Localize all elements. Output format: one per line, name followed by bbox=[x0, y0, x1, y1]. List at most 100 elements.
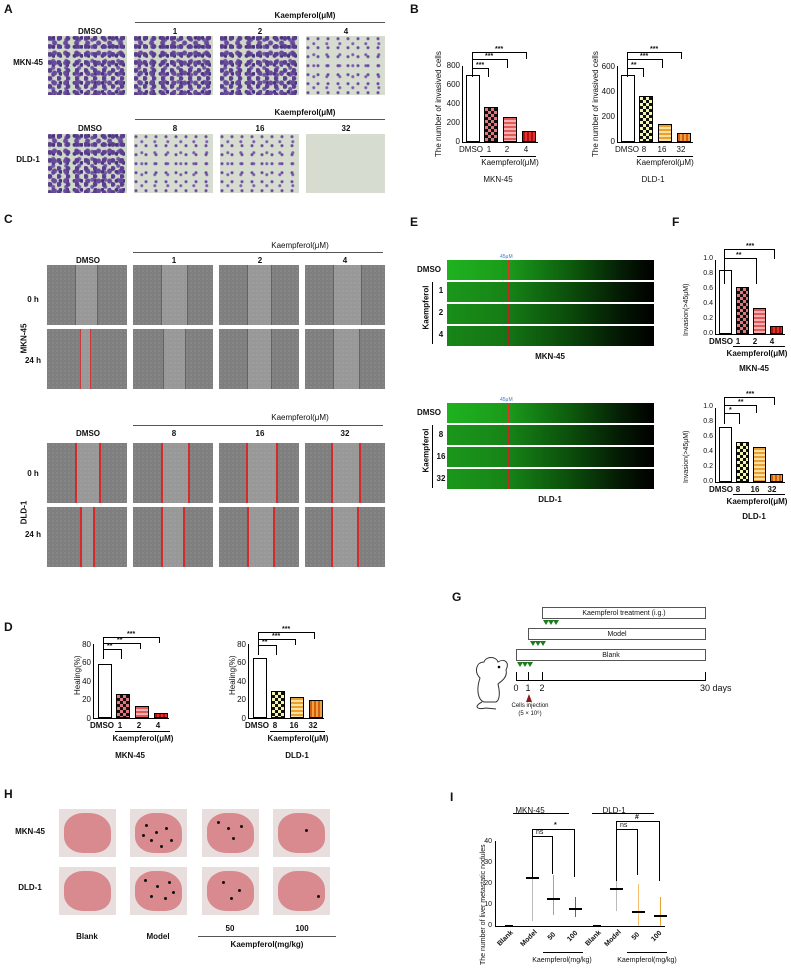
bar bbox=[503, 117, 517, 142]
y-tick: 400 bbox=[601, 87, 615, 96]
c-timepoint: 0 h bbox=[27, 469, 39, 478]
plot-area bbox=[715, 260, 785, 335]
c-timepoint: 24 h bbox=[24, 356, 41, 365]
scratch-image bbox=[133, 329, 213, 389]
e-lane-label: DMSO bbox=[417, 265, 441, 274]
plot-area bbox=[462, 66, 538, 143]
a-row2-bracket bbox=[135, 119, 385, 120]
c-col: 4 bbox=[342, 256, 348, 265]
transwell-image bbox=[220, 36, 299, 95]
panel-label-g: G bbox=[452, 590, 462, 604]
c-row-label-mkn45: MKN-45 bbox=[19, 323, 29, 354]
scratch-image bbox=[47, 507, 127, 567]
y-tick: 400 bbox=[446, 99, 460, 108]
transwell-image bbox=[306, 134, 385, 193]
liver-image bbox=[202, 867, 259, 915]
h-col-label: 100 bbox=[295, 924, 309, 933]
a-row-label-dld1: DLD-1 bbox=[16, 155, 40, 164]
h-row-label: DLD-1 bbox=[18, 883, 42, 892]
scratch-image bbox=[305, 443, 385, 503]
panel-label-b: B bbox=[410, 2, 419, 16]
a-col: 4 bbox=[343, 27, 349, 36]
liver-image bbox=[202, 809, 259, 857]
a-col-dmso: DMSO bbox=[78, 124, 102, 133]
scratch-image bbox=[219, 507, 299, 567]
c-col: DMSO bbox=[76, 256, 100, 265]
e-cell-line: MKN-45 bbox=[535, 352, 565, 361]
h-col-label: 50 bbox=[225, 924, 235, 933]
transwell-image bbox=[48, 36, 127, 95]
fluorescence-lane bbox=[447, 326, 654, 346]
c-row1-title: Kaempferol(μM) bbox=[271, 241, 329, 250]
c-row1-bracket bbox=[133, 252, 383, 253]
timeline-bar-model: Model bbox=[528, 628, 706, 640]
scratch-image bbox=[47, 443, 127, 503]
c-row2-bracket bbox=[133, 425, 383, 426]
plot-area bbox=[715, 408, 785, 483]
c-row2-title: Kaempferol(μM) bbox=[271, 413, 329, 422]
scratch-image bbox=[305, 507, 385, 567]
h-dose-label: Kaempferol(mg/kg) bbox=[230, 940, 304, 949]
panel-label-e: E bbox=[410, 215, 419, 229]
c-timepoint: 24 h bbox=[24, 530, 41, 539]
timeline-end-label: 30 days bbox=[700, 683, 732, 693]
panel-label-a: A bbox=[4, 2, 13, 16]
scratch-image bbox=[133, 443, 213, 503]
a-row2-title: Kaempferol(μM) bbox=[274, 108, 336, 117]
injection-arrow-icon bbox=[526, 694, 532, 702]
timeline-axis bbox=[516, 680, 706, 681]
scratch-image bbox=[305, 329, 385, 389]
h-col-label: Blank bbox=[76, 932, 98, 941]
scratch-image bbox=[47, 329, 127, 389]
y-tick: 600 bbox=[446, 80, 460, 89]
panel-label-c: C bbox=[4, 212, 13, 226]
x-tick: 4 bbox=[523, 145, 529, 154]
fluorescence-lane bbox=[447, 304, 654, 324]
e-lane-label: 16 bbox=[436, 452, 446, 461]
a-row1-title: Kaempferol(μM) bbox=[274, 11, 336, 20]
c-col: 32 bbox=[340, 429, 350, 438]
x-tick: DMSO bbox=[459, 145, 483, 154]
e-group-label: Kaempferol bbox=[421, 428, 431, 473]
a-row1-bracket bbox=[135, 22, 385, 23]
a-col: 1 bbox=[172, 27, 178, 36]
bar bbox=[677, 133, 691, 142]
group-label: DLD-1 bbox=[602, 806, 626, 815]
e-marker-label: 45μM bbox=[500, 397, 513, 403]
plot-area bbox=[93, 644, 169, 719]
transwell-image bbox=[306, 36, 385, 95]
bar-dmso bbox=[466, 75, 480, 142]
y-tick: 0 bbox=[455, 137, 460, 146]
c-row-label-dld1: DLD-1 bbox=[19, 500, 29, 525]
e-lane-label: 1 bbox=[438, 286, 444, 295]
a-col: 8 bbox=[172, 124, 178, 133]
x-tick: 8 bbox=[641, 145, 647, 154]
bar bbox=[639, 96, 653, 142]
transwell-image bbox=[134, 134, 213, 193]
e-lane-label: 4 bbox=[438, 330, 444, 339]
x-tick: DMSO bbox=[615, 145, 639, 154]
a-col: 2 bbox=[257, 27, 263, 36]
fluorescence-lane bbox=[447, 469, 654, 489]
mouse-icon bbox=[476, 657, 508, 710]
bar-dmso bbox=[621, 75, 635, 142]
liver-image bbox=[59, 809, 116, 857]
x-tick: 32 bbox=[676, 145, 686, 154]
liver-image bbox=[273, 867, 330, 915]
liver-image bbox=[59, 867, 116, 915]
scratch-image bbox=[219, 265, 299, 325]
bar bbox=[658, 124, 672, 142]
x-axis-label: Kaempferol(μM) bbox=[636, 158, 694, 167]
a-col-dmso: DMSO bbox=[78, 27, 102, 36]
e-lane-label: 32 bbox=[436, 474, 446, 483]
y-tick: 800 bbox=[446, 61, 460, 70]
liver-image bbox=[273, 809, 330, 857]
y-tick: 200 bbox=[601, 112, 615, 121]
fluorescence-lane bbox=[447, 403, 654, 423]
chart-title: DLD-1 bbox=[641, 175, 665, 184]
scratch-image bbox=[133, 507, 213, 567]
c-col: 8 bbox=[171, 429, 177, 438]
fluorescence-lane bbox=[447, 260, 654, 280]
chart-title: MKN-45 bbox=[483, 175, 513, 184]
panel-label-f: F bbox=[672, 215, 680, 229]
